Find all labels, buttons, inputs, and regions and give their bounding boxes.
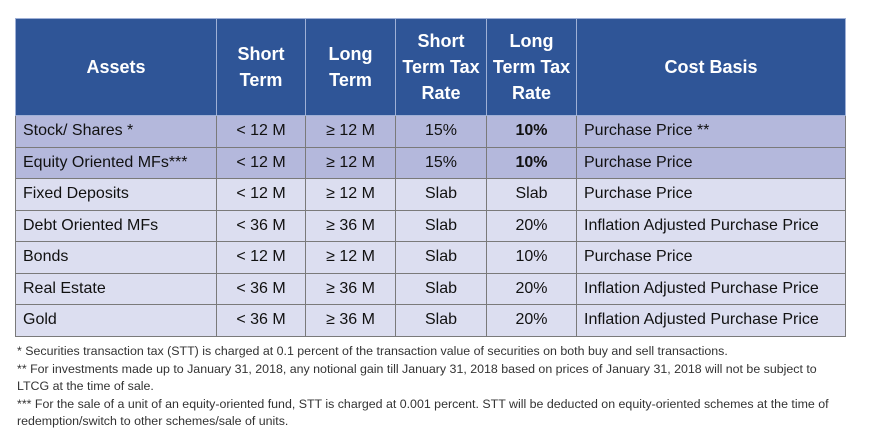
- table-cell: Purchase Price **: [576, 115, 846, 148]
- table-row: Gold < 36 M ≥ 36 M Slab 20% Inflation Adjuste…: [15, 304, 846, 337]
- table-row: Stock/ Shares * < 12 M ≥ 12 M 15% 10% Purchas…: [15, 115, 846, 148]
- table-cell: Purchase Price: [576, 146, 846, 179]
- header-cell: Short Term: [216, 18, 306, 116]
- table-row: Fixed Deposits < 12 M ≥ 12 M Slab Slab Purcha…: [15, 178, 846, 211]
- table-cell: ≥ 36 M: [305, 304, 396, 337]
- table-cell: Gold: [15, 304, 217, 337]
- header-row: Assets Short Term Long Term Short Term Tax …: [15, 18, 846, 116]
- table-cell: ≥ 12 M: [305, 115, 396, 148]
- table-cell: Stock/ Shares *: [15, 115, 217, 148]
- table-cell: < 12 M: [216, 241, 306, 274]
- table-cell: Slab: [395, 272, 487, 305]
- table-row: Equity Oriented MFs*** < 12 M ≥ 12 M 15% 10%…: [15, 146, 846, 179]
- table-cell: ≥ 12 M: [305, 178, 396, 211]
- table-cell: < 12 M: [216, 178, 306, 211]
- table-cell: ≥ 12 M: [305, 146, 396, 179]
- table-cell: < 12 M: [216, 146, 306, 179]
- table-cell: ≥ 12 M: [305, 241, 396, 274]
- header-cell: Cost Basis: [576, 18, 846, 116]
- footnote: *** For the sale of a unit of an equity-…: [17, 396, 829, 429]
- table-cell: Slab: [395, 241, 487, 274]
- footnote: ** For investments made up to January 31…: [17, 361, 817, 394]
- table-cell: Equity Oriented MFs***: [15, 146, 217, 179]
- tax-table: Assets Short Term Long Term Short Term Tax …: [15, 18, 846, 337]
- table-cell: 15%: [395, 115, 487, 148]
- table-cell: Fixed Deposits: [15, 178, 217, 211]
- header-cell: Short Term Tax Rate: [395, 18, 487, 116]
- table-cell: Slab: [486, 178, 577, 211]
- table-cell: Inflation Adjusted Purchase Price: [576, 209, 846, 242]
- table-cell: 15%: [395, 146, 487, 179]
- table-cell: Inflation Adjusted Purchase Price: [576, 304, 846, 337]
- table-cell: < 36 M: [216, 209, 306, 242]
- header-cell: Long Term: [305, 18, 396, 116]
- table-cell: 20%: [486, 272, 577, 305]
- table-cell: Slab: [395, 209, 487, 242]
- table-cell: Purchase Price: [576, 241, 846, 274]
- table-row: Debt Oriented MFs < 36 M ≥ 36 M Slab 20% Infl…: [15, 209, 846, 242]
- table-cell: ≥ 36 M: [305, 209, 396, 242]
- table-row: Bonds < 12 M ≥ 12 M Slab 10% Purchase Price: [15, 241, 846, 274]
- table-cell: < 12 M: [216, 115, 306, 148]
- table-cell: Bonds: [15, 241, 217, 274]
- table-cell: 20%: [486, 209, 577, 242]
- table-cell: 10%: [486, 146, 577, 179]
- table-cell: Real Estate: [15, 272, 217, 305]
- table-row: Real Estate < 36 M ≥ 36 M Slab 20% Inflation …: [15, 272, 846, 305]
- footnote: * Securities transaction tax (STT) is ch…: [17, 344, 728, 358]
- table-cell: 10%: [486, 241, 577, 274]
- table-cell: 20%: [486, 304, 577, 337]
- table-cell: ≥ 36 M: [305, 272, 396, 305]
- footnotes: * Securities transaction tax (STT) is ch…: [17, 343, 852, 431]
- header-cell: Long Term Tax Rate: [486, 18, 577, 116]
- table-cell: Inflation Adjusted Purchase Price: [576, 272, 846, 305]
- table-cell: < 36 M: [216, 304, 306, 337]
- table-cell: Purchase Price: [576, 178, 846, 211]
- table-body: Stock/ Shares * < 12 M ≥ 12 M 15% 10% Purchas…: [15, 115, 846, 337]
- table-cell: 10%: [486, 115, 577, 148]
- table-cell: Debt Oriented MFs: [15, 209, 217, 242]
- table-cell: < 36 M: [216, 272, 306, 305]
- header-cell: Assets: [15, 18, 217, 116]
- table-cell: Slab: [395, 178, 487, 211]
- table-cell: Slab: [395, 304, 487, 337]
